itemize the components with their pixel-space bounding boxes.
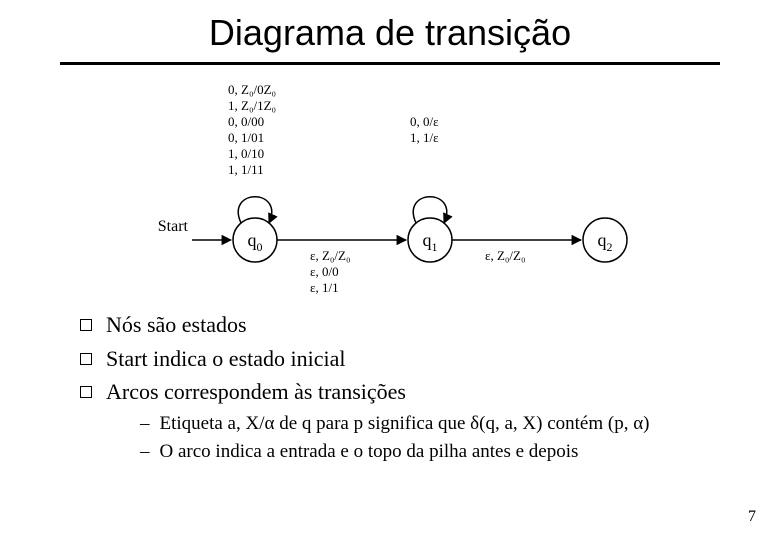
bullet-list: Nós são estados Start indica o estado in… — [80, 310, 720, 466]
loop-q1-line-0: 0, 0/ε — [410, 114, 439, 129]
sub-bullet-list: – Etiqueta a, X/α de q para p significa … — [140, 411, 720, 464]
state-q2-label: q2 — [598, 230, 613, 254]
bullet-item: Start indica o estado inicial — [80, 344, 720, 374]
loop-q0-line-4: 1, 0/10 — [228, 146, 264, 161]
bullet-text: Start indica o estado inicial — [106, 344, 346, 374]
bullet-text: Nós são estados — [106, 310, 247, 340]
transition-diagram: Start q0 q1 q2 0, Z₀/0Z₀ 1, Z₀/1Z₀ 0, 0/… — [60, 70, 720, 300]
state-q1-label: q1 — [423, 230, 438, 254]
loop-q0-line-5: 1, 1/11 — [228, 162, 264, 177]
sub-bullet-text: O arco indica a entrada e o topo da pilh… — [160, 439, 579, 465]
loop-q0 — [238, 197, 271, 223]
bullet-item: Arcos correspondem às transições — [80, 377, 720, 407]
loop-q1-line-1: 1, 1/ε — [410, 130, 439, 145]
title-underline — [60, 62, 720, 65]
page-number: 7 — [748, 508, 756, 526]
slide: Diagrama de transição Start q0 q1 q2 — [0, 0, 780, 540]
edge-q0-q1-line-0: ε, Z₀/Z₀ — [310, 248, 351, 263]
slide-title: Diagrama de transição — [0, 12, 780, 54]
loop-q1 — [413, 197, 446, 223]
edge-q1-q2-line-0: ε, Z₀/Z₀ — [485, 248, 526, 263]
loop-q0-line-0: 0, Z₀/0Z₀ — [228, 82, 276, 97]
sub-bullet-item: – O arco indica a entrada e o topo da pi… — [140, 439, 720, 465]
sub-bullet-item: – Etiqueta a, X/α de q para p significa … — [140, 411, 720, 437]
edge-q0-q1-line-1: ε, 0/0 — [310, 264, 339, 279]
square-bullet-icon — [80, 319, 92, 331]
loop-q0-line-2: 0, 0/00 — [228, 114, 264, 129]
dash-bullet-icon: – — [140, 439, 150, 465]
square-bullet-icon — [80, 386, 92, 398]
bullet-text: Arcos correspondem às transições — [106, 377, 406, 407]
bullet-item: Nós são estados — [80, 310, 720, 340]
diagram-svg: Start q0 q1 q2 0, Z₀/0Z₀ 1, Z₀/1Z₀ 0, 0/… — [60, 70, 720, 300]
sub-bullet-text: Etiqueta a, X/α de q para p significa qu… — [160, 411, 650, 437]
edge-q0-q1-line-2: ε, 1/1 — [310, 280, 339, 295]
loop-q0-line-1: 1, Z₀/1Z₀ — [228, 98, 276, 113]
dash-bullet-icon: – — [140, 411, 150, 437]
square-bullet-icon — [80, 353, 92, 365]
state-q0-label: q0 — [248, 230, 263, 254]
start-label: Start — [158, 218, 189, 235]
loop-q0-line-3: 0, 1/01 — [228, 130, 264, 145]
